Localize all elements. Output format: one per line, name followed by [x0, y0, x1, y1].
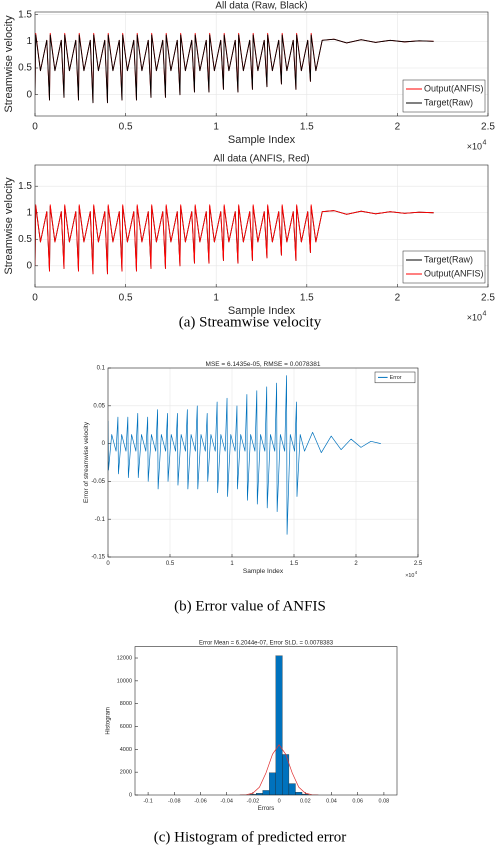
- y-tick-label: -0.15: [91, 555, 105, 561]
- x-tick-label: 0.5: [119, 122, 133, 133]
- y-tick-label: 8000: [120, 701, 132, 707]
- y-tick-label: -0.05: [91, 479, 105, 485]
- y-tick-label: 6000: [120, 724, 132, 730]
- x-tick-label: -0.08: [168, 799, 181, 805]
- legend-box: [402, 250, 486, 284]
- legend-box: [374, 371, 416, 384]
- y-axis-label: Error of streamwise velocity: [83, 421, 90, 503]
- legend-label: Output(ANFIS): [424, 268, 484, 278]
- x-multiplier: ×10: [405, 573, 414, 579]
- y-tick-label: -0.1: [95, 517, 106, 523]
- y-tick-label: 0: [26, 89, 32, 100]
- chart-title: All data (Raw, Black): [215, 1, 307, 12]
- x-axis-label: Sample Index: [228, 305, 296, 317]
- x-tick-label: 1.5: [290, 561, 299, 567]
- y-tick-label: 0: [26, 260, 32, 271]
- y-axis-label: Histogram: [106, 707, 112, 735]
- x-tick-label: 1: [213, 122, 219, 133]
- plot-area: [135, 646, 397, 795]
- axes-box: [34, 164, 489, 288]
- series-line: [35, 204, 434, 275]
- series-line: [35, 34, 434, 104]
- x-tick-label: 2: [395, 293, 401, 304]
- y-tick-label: 4000: [120, 747, 132, 753]
- y-axis-label: Streamwise velocity: [3, 177, 15, 275]
- x-tick-label: 1: [230, 561, 234, 567]
- x-multiplier: ×10: [467, 312, 482, 322]
- x-tick-label: 0.5: [119, 293, 133, 304]
- x-tick-label: 1.5: [300, 122, 314, 133]
- x-tick-label: -0.1: [143, 799, 152, 805]
- bar: [288, 783, 296, 795]
- y-tick-label: 2000: [120, 770, 132, 776]
- bar: [295, 791, 303, 795]
- plot: [108, 375, 381, 535]
- y-tick-label: 0.1: [97, 366, 106, 372]
- y-axis-label: Streamwise velocity: [3, 15, 15, 113]
- y-tick-label: 0.05: [93, 403, 105, 409]
- x-axis-label: Sample Index: [243, 568, 284, 575]
- x-multiplier-exponent: 4: [483, 139, 487, 146]
- legend-box: [402, 79, 486, 113]
- x-tick-label: -0.04: [220, 799, 233, 805]
- x-tick-label: 0: [278, 799, 281, 805]
- x-multiplier: ×10: [467, 141, 482, 151]
- plot-area: [108, 368, 418, 557]
- axes-box: [107, 367, 419, 558]
- bar: [301, 793, 309, 795]
- x-tick-label: 2: [395, 122, 401, 133]
- caption: (b) Error value of ANFIS: [174, 598, 326, 614]
- series-line: [108, 375, 381, 535]
- x-tick-label: 1: [213, 293, 219, 304]
- y-tick-label: 0.5: [18, 234, 32, 245]
- fit-curve: [239, 744, 319, 795]
- x-tick-label: 0.02: [300, 799, 311, 805]
- x-tick-label: -0.06: [194, 799, 207, 805]
- y-tick-label: 1.5: [18, 181, 32, 192]
- x-multiplier-exponent: 4: [415, 570, 418, 575]
- plot: [239, 655, 319, 795]
- y-tick-label: 10000: [117, 678, 132, 684]
- x-tick-label: 0.08: [379, 799, 390, 805]
- y-tick-label: 0: [102, 441, 106, 447]
- y-tick-label: 1.5: [18, 9, 32, 20]
- y-tick-label: 0: [129, 792, 132, 798]
- chart-title: Error Mean = 6.2044e-07, Error St.D. = 0…: [199, 641, 334, 647]
- x-axis-label: Errors: [258, 806, 274, 812]
- x-multiplier-exponent: 4: [483, 310, 487, 317]
- x-tick-label: 2: [354, 561, 358, 567]
- x-tick-label: 0.5: [166, 561, 175, 567]
- x-tick-label: 2.5: [414, 561, 423, 567]
- caption: (c) Histogram of predicted error: [154, 829, 346, 845]
- x-tick-label: 0: [32, 122, 38, 133]
- x-tick-label: -0.02: [247, 799, 260, 805]
- x-tick-label: 0: [106, 561, 110, 567]
- bar: [269, 772, 276, 795]
- y-tick-label: 0.5: [18, 63, 32, 74]
- x-tick-label: 0.06: [352, 799, 363, 805]
- x-axis-label: Sample Index: [228, 134, 296, 146]
- legend-label: Error: [390, 375, 402, 381]
- axes-box: [34, 11, 489, 117]
- x-tick-label: 1.5: [300, 293, 314, 304]
- bar: [262, 790, 270, 795]
- x-tick-label: 2.5: [481, 122, 495, 133]
- caption: (a) Streamwise velocity: [179, 314, 322, 330]
- axes-box: [134, 646, 398, 796]
- bar: [275, 655, 283, 795]
- x-tick-label: 0: [32, 293, 38, 304]
- legend-label: Output(ANFIS): [424, 83, 484, 93]
- legend-label: Target(Raw): [424, 254, 473, 264]
- chart-title: All data (ANFIS, Red): [213, 154, 309, 165]
- x-tick-label: 0.04: [326, 799, 337, 805]
- y-tick-label: 1: [26, 36, 32, 47]
- plot: [35, 204, 434, 275]
- x-tick-label: 2.5: [481, 293, 495, 304]
- plot: [35, 32, 434, 104]
- y-tick-label: 12000: [117, 655, 132, 661]
- legend-label: Target(Raw): [424, 97, 473, 107]
- y-tick-label: 1: [26, 207, 32, 218]
- chart-title: MSE = 6.1435e-05, RMSE = 0.0078381: [206, 361, 321, 368]
